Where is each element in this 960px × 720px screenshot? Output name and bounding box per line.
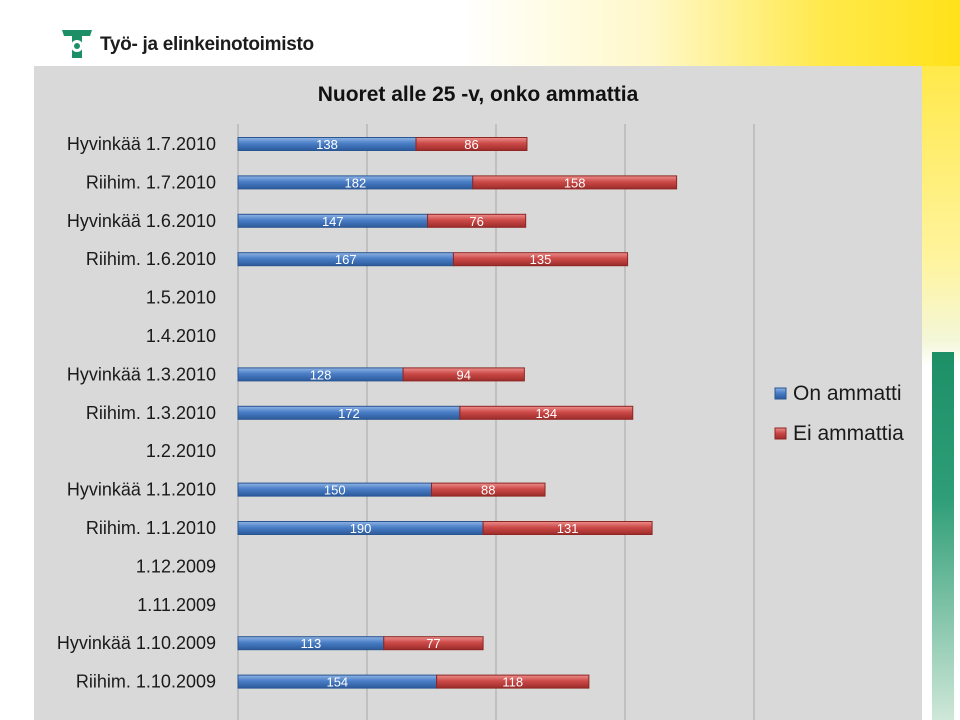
legend-label: On ammatti xyxy=(793,382,902,405)
data-label: 76 xyxy=(469,214,483,229)
category-label: Hyvinkää 1.7.2010 xyxy=(67,134,216,154)
bars xyxy=(237,137,678,689)
data-label: 128 xyxy=(310,367,332,382)
logo-text: Työ- ja elinkeinotoimisto xyxy=(100,34,314,55)
bar-segment xyxy=(402,367,525,382)
header-band: Työ- ja elinkeinotoimisto xyxy=(0,0,960,66)
data-label: 182 xyxy=(345,175,367,190)
data-label: 172 xyxy=(338,406,360,421)
category-label: 1.2.2010 xyxy=(146,441,216,461)
bar-segment xyxy=(452,252,629,267)
legend-swatch xyxy=(774,427,787,440)
data-label: 167 xyxy=(335,252,357,267)
bar-segment xyxy=(427,213,527,228)
chart-title: Nuoret alle 25 -v, onko ammattia xyxy=(318,83,639,106)
category-label: Riihim. 1.6.2010 xyxy=(86,249,216,269)
category-label: Hyvinkää 1.10.2009 xyxy=(57,633,216,653)
category-label: Riihim. 1.1.2010 xyxy=(86,518,216,538)
data-label: 190 xyxy=(350,521,372,536)
data-label: 134 xyxy=(535,406,557,421)
data-label: 154 xyxy=(326,675,348,690)
grid-lines xyxy=(237,124,755,720)
category-label: 1.5.2010 xyxy=(146,288,216,308)
data-label: 86 xyxy=(464,137,478,152)
data-label: 150 xyxy=(324,483,346,498)
legend-label: Ei ammattia xyxy=(793,422,904,445)
bar-segment xyxy=(459,405,634,420)
category-label: Riihim. 1.3.2010 xyxy=(86,403,216,423)
bar-segment xyxy=(482,521,653,535)
category-label: Riihim. 1.10.2009 xyxy=(76,672,216,692)
data-label: 113 xyxy=(301,636,322,651)
side-decor-green xyxy=(932,352,954,720)
data-label: 138 xyxy=(316,137,338,152)
stacked-bar-chart: Nuoret alle 25 -v, onko ammattia Hyvinkä… xyxy=(57,83,904,720)
category-label: 1.12.2009 xyxy=(136,556,216,576)
data-label: 118 xyxy=(502,675,523,690)
legend: On ammatti Ei ammattia xyxy=(774,382,904,445)
data-label: 77 xyxy=(426,636,440,651)
bar-segment xyxy=(472,175,678,190)
bar-segment xyxy=(415,137,528,151)
category-label: Hyvinkää 1.1.2010 xyxy=(67,480,216,500)
category-label: Hyvinkää 1.6.2010 xyxy=(67,211,216,231)
data-label: 147 xyxy=(322,214,344,229)
category-label: 1.11.2009 xyxy=(137,595,216,615)
bar-segment xyxy=(436,674,590,689)
data-label: 131 xyxy=(557,521,579,536)
category-label: Hyvinkää 1.3.2010 xyxy=(67,364,216,384)
chart-panel: Nuoret alle 25 -v, onko ammattia Hyvinkä… xyxy=(34,66,922,720)
data-label: 158 xyxy=(564,175,586,190)
data-label: 94 xyxy=(457,367,471,382)
legend-swatch xyxy=(774,387,787,400)
category-label: Riihim. 1.7.2010 xyxy=(86,172,216,192)
category-label: 1.4.2010 xyxy=(146,326,216,346)
bar-segment xyxy=(383,636,484,651)
bar-segment xyxy=(431,482,546,497)
data-labels: 138 86 182 158 147 76 167 135 128 94 172 134 150 88 19… xyxy=(301,137,586,690)
data-label: 88 xyxy=(481,483,495,498)
te-office-logo-icon xyxy=(62,30,92,58)
data-label: 135 xyxy=(530,252,552,267)
category-labels: Hyvinkää 1.7.2010 Riihim. 1.7.2010 Hyvinkä… xyxy=(57,134,216,692)
